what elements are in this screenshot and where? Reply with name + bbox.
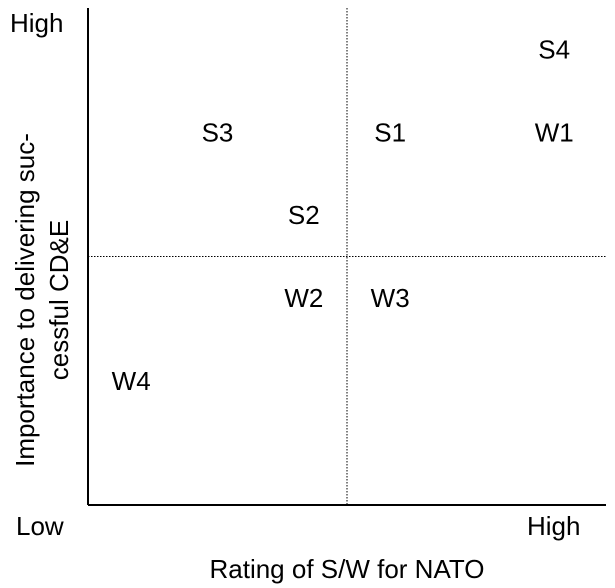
y-axis-title-line-1: Importance to delivering suc- <box>10 133 40 467</box>
point-label-s3: S3 <box>202 117 234 147</box>
x-low-label: Low <box>16 511 64 541</box>
y-axis-title-line-2: cessful CD&E <box>44 220 74 380</box>
point-label-w4: W4 <box>112 366 151 396</box>
y-high-label: High <box>10 8 63 38</box>
x-axis-title: Rating of S/W for NATO <box>209 554 484 584</box>
point-label-s2: S2 <box>288 200 320 230</box>
point-label-w2: W2 <box>284 283 323 313</box>
point-label-w3: W3 <box>371 283 410 313</box>
point-labels: S4 S3 S1 W1 S2 W2 W3 W4 <box>112 34 574 395</box>
point-label-w1: W1 <box>535 117 574 147</box>
point-label-s1: S1 <box>374 117 406 147</box>
point-label-s4: S4 <box>538 34 570 64</box>
x-high-label: High <box>527 511 580 541</box>
